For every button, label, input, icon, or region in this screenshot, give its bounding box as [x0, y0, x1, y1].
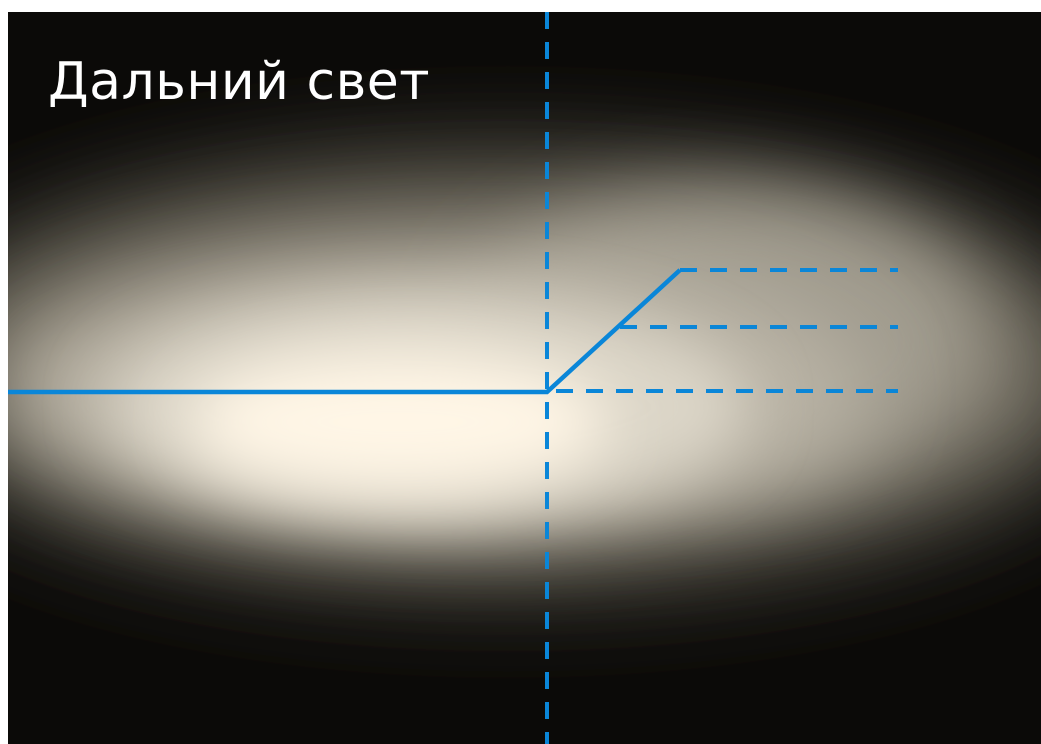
- beam-hot-spot: [188, 352, 608, 492]
- beam-diagram: [8, 12, 1041, 744]
- beam-cutoff-line: [8, 268, 682, 395]
- headlight-beam-pattern: Дальний свет: [8, 12, 1041, 744]
- page-title: Дальний свет: [48, 52, 431, 112]
